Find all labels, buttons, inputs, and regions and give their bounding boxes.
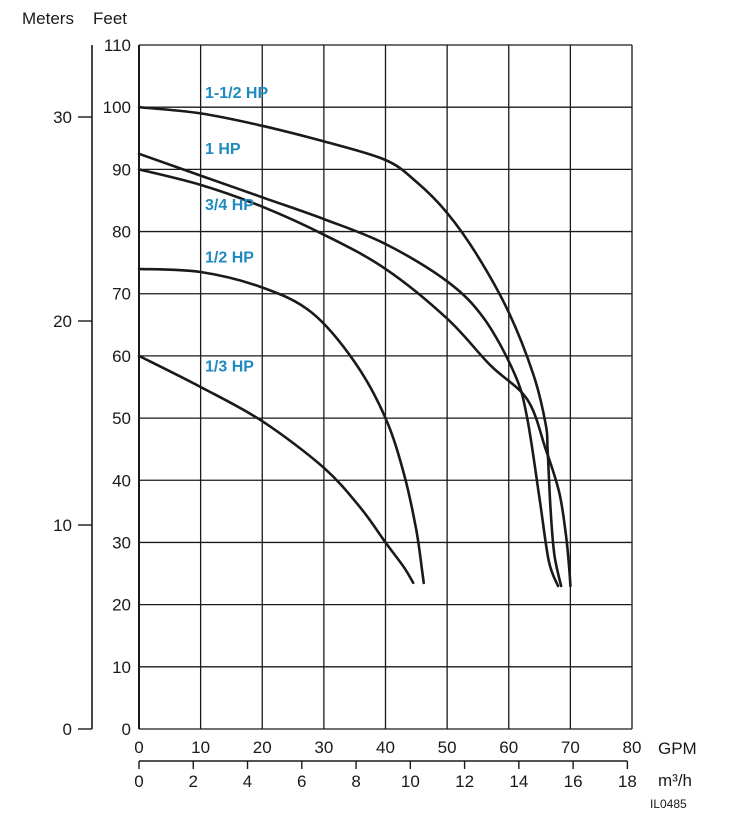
x-tick-label-gpm: 80 [623, 738, 642, 757]
y-tick-label-feet: 110 [104, 36, 131, 55]
y-tick-label-feet: 10 [112, 658, 131, 677]
series-label-3-4-hp: 3/4 HP [205, 197, 254, 214]
x-tick-label-m3h: 12 [455, 772, 474, 791]
x-tick-label-gpm: 30 [314, 738, 333, 757]
x-tick-label-m3h: 10 [401, 772, 420, 791]
y-tick-label-feet: 90 [112, 160, 131, 179]
x-tick-label-m3h: 18 [618, 772, 637, 791]
series-labels: 1-1/2 HP 1 HP 3/4 HP 1/2 HP 1/3 HP [205, 85, 268, 376]
x-tick-label-gpm: 20 [253, 738, 272, 757]
m3h-unit-label: m³/h [658, 771, 692, 790]
x-tick-label-gpm: 70 [561, 738, 580, 757]
curve-1-2-hp [137, 267, 425, 585]
y-tick-label-meters: 20 [53, 312, 72, 331]
y-tick-label-feet: 50 [112, 409, 131, 428]
x-tick-label-gpm: 0 [134, 738, 143, 757]
x-tick-label-m3h: 16 [564, 772, 583, 791]
x-tick-label-gpm: 60 [499, 738, 518, 757]
y-tick-label-meters: 30 [53, 108, 72, 127]
x-tick-label-m3h: 14 [509, 772, 528, 791]
y-tick-label-feet: 100 [103, 98, 131, 117]
x-tick-label-gpm: 50 [438, 738, 457, 757]
y-tick-label-feet: 30 [112, 533, 131, 552]
figure-id: IL0485 [650, 797, 687, 811]
x-tick-label-m3h: 0 [134, 772, 143, 791]
curve-1-3-hp [137, 354, 415, 585]
x-tick-label-m3h: 6 [297, 772, 306, 791]
curve-1-1-2-hp [137, 105, 563, 588]
y-tick-label-feet: 20 [112, 596, 131, 615]
y-tick-label-feet: 70 [112, 285, 131, 304]
x-tick-label-m3h: 4 [243, 772, 252, 791]
series-label-1-3-hp: 1/3 HP [205, 358, 254, 375]
curve-1-hp [137, 152, 560, 588]
y-tick-label-meters: 0 [63, 720, 72, 739]
x-tick-label-gpm: 10 [191, 738, 210, 757]
series-label-1-1-2-hp: 1-1/2 HP [205, 85, 268, 102]
x-tick-label-gpm: 40 [376, 738, 395, 757]
y-tick-label-feet: 40 [112, 471, 131, 490]
gpm-unit-label: GPM [658, 739, 697, 758]
feet-axis-header: Feet [93, 9, 127, 28]
series-label-1-hp: 1 HP [205, 141, 241, 158]
y-tick-label-feet: 80 [112, 223, 131, 242]
y-tick-label-feet: 60 [112, 347, 131, 366]
x-tick-label-m3h: 2 [189, 772, 198, 791]
curves [137, 105, 572, 588]
curve-3-4-hp [137, 168, 572, 588]
y-tick-label-meters: 10 [53, 516, 72, 535]
x-tick-label-m3h: 8 [351, 772, 360, 791]
y-tick-label-feet: 0 [122, 720, 131, 739]
axes [91, 45, 628, 762]
meters-axis-header: Meters [22, 9, 74, 28]
series-label-1-2-hp: 1/2 HP [205, 250, 254, 267]
